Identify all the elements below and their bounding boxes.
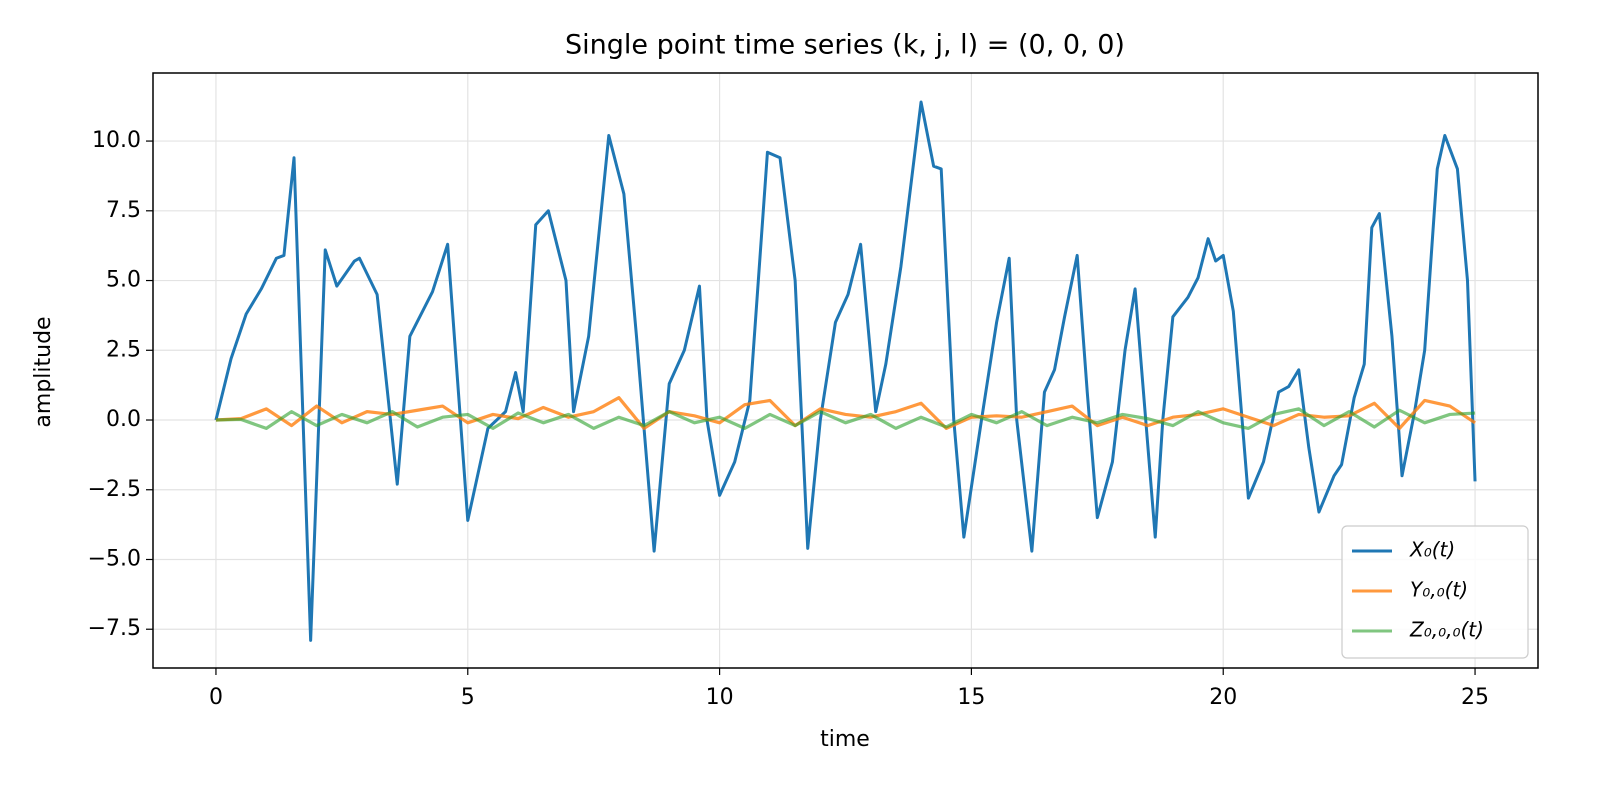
y-tick-label: 7.5 bbox=[106, 198, 141, 223]
y-tick-label: 10.0 bbox=[92, 128, 141, 153]
y-tick-label: 5.0 bbox=[106, 268, 141, 293]
x-tick-label: 25 bbox=[1461, 685, 1489, 710]
chart-title: Single point time series (k, j, l) = (0,… bbox=[565, 30, 1125, 61]
x-tick-label: 20 bbox=[1209, 685, 1237, 710]
series-line bbox=[214, 100, 1477, 642]
legend-label: X₀(t) bbox=[1409, 538, 1455, 562]
x-tick-label: 5 bbox=[461, 685, 475, 710]
x-tick-label: 15 bbox=[957, 685, 985, 710]
series-line bbox=[215, 407, 1476, 430]
plot-frame bbox=[152, 72, 1539, 669]
legend-label: Y₀,₀(t) bbox=[1410, 578, 1468, 602]
series-line bbox=[215, 396, 1476, 430]
x-axis-label: time bbox=[820, 727, 870, 752]
x-tick-label: 10 bbox=[706, 685, 734, 710]
y-tick-label: −2.5 bbox=[88, 477, 141, 502]
y-tick-label: −7.5 bbox=[88, 616, 141, 641]
legend-label: Z₀,₀,₀(t) bbox=[1409, 618, 1484, 642]
y-axis-label: amplitude bbox=[31, 316, 56, 427]
y-tick-label: 0.0 bbox=[106, 407, 141, 432]
x-tick-label: 0 bbox=[209, 685, 223, 710]
legend-box bbox=[1341, 525, 1529, 659]
y-tick-label: 2.5 bbox=[106, 337, 141, 362]
y-tick-label: −5.0 bbox=[88, 546, 141, 571]
